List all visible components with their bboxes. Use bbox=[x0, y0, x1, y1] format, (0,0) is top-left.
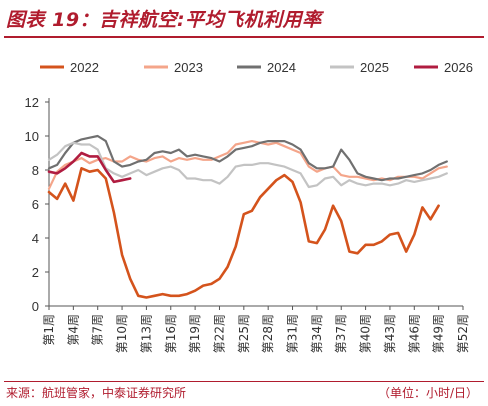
source-note: 来源：航班管家，中泰证券研究所 bbox=[6, 386, 187, 400]
x-tick-label: 第4周 bbox=[66, 314, 80, 346]
y-axis: 0 2 4 6 8 10 12 bbox=[25, 95, 50, 314]
series-line-2022 bbox=[47, 167, 440, 299]
x-tick-label: 第46周 bbox=[407, 314, 421, 353]
legend-label-2024: 2024 bbox=[267, 60, 296, 75]
chart-title: 图表 19：吉祥航空:平均飞机利用率 bbox=[6, 9, 322, 31]
x-tick-label: 第22周 bbox=[212, 314, 226, 353]
series-line-2024 bbox=[47, 134, 448, 182]
x-axis: 第1周 第4周 第7周 第10周 第13周 第16周 第19周 第22周 第25周 第28周 第31… bbox=[42, 305, 470, 353]
unit-note: （单位：小时/日） bbox=[377, 386, 478, 400]
series-line-2026 bbox=[47, 151, 132, 184]
x-tick-label: 第7周 bbox=[91, 314, 105, 346]
x-tick-label: 第52周 bbox=[456, 314, 470, 353]
x-tick-label: 第19周 bbox=[188, 314, 202, 353]
legend-label-2022: 2022 bbox=[70, 60, 99, 75]
x-tick-label: 第40周 bbox=[359, 314, 373, 353]
source-divider bbox=[4, 381, 484, 382]
y-tick-label: 6 bbox=[32, 197, 39, 212]
y-tick-label: 2 bbox=[32, 265, 39, 280]
legend-label-2026: 2026 bbox=[444, 60, 473, 75]
x-tick-label: 第10周 bbox=[115, 314, 129, 353]
y-tick-label: 12 bbox=[25, 95, 39, 110]
legend-label-2023: 2023 bbox=[174, 60, 203, 75]
legend-label-2025: 2025 bbox=[360, 60, 389, 75]
line-chart: 2022 2023 2024 2025 2026 0 2 4 6 8 10 12 第1周 第4周 第7周… bbox=[25, 60, 473, 353]
y-tick-label: 0 bbox=[32, 299, 39, 314]
x-tick-label: 第25周 bbox=[237, 314, 251, 353]
x-tick-label: 第43周 bbox=[383, 314, 397, 353]
x-tick-label: 第37周 bbox=[334, 314, 348, 353]
x-tick-label: 第16周 bbox=[164, 314, 178, 353]
x-tick-label: 第49周 bbox=[432, 314, 446, 353]
title-divider bbox=[4, 36, 484, 38]
y-tick-label: 4 bbox=[32, 231, 39, 246]
series-layer bbox=[47, 134, 448, 299]
y-tick-label: 10 bbox=[25, 129, 39, 144]
x-tick-label: 第34周 bbox=[310, 314, 324, 353]
x-tick-label: 第28周 bbox=[261, 314, 275, 353]
x-tick-label: 第13周 bbox=[139, 314, 153, 353]
legend: 2022 2023 2024 2025 2026 bbox=[40, 60, 473, 75]
x-tick-label: 第1周 bbox=[42, 314, 56, 346]
x-tick-label: 第31周 bbox=[286, 314, 300, 353]
y-tick-label: 8 bbox=[32, 163, 39, 178]
series-line-2025 bbox=[47, 141, 448, 189]
